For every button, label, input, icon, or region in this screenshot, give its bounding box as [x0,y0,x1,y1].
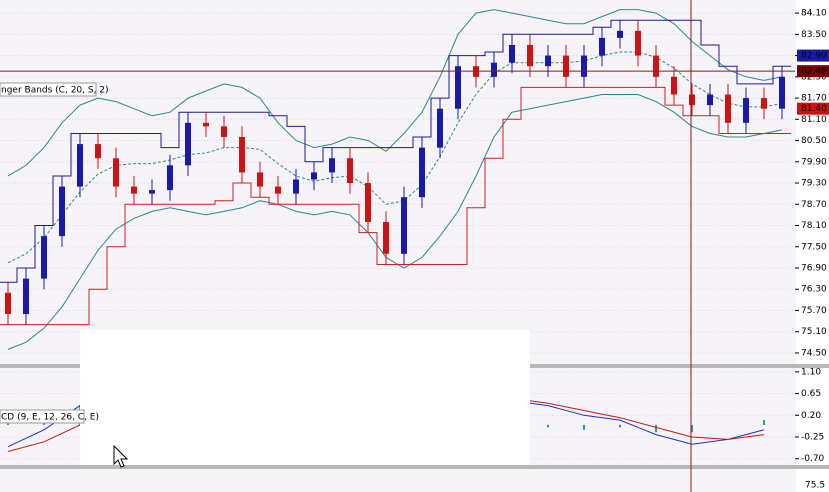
y-tick-label: -0.25 [801,433,824,443]
candle-body [779,76,785,109]
band-lower [7,94,783,350]
candle-body [437,108,443,148]
candle-body [311,172,317,180]
y-tick-label: 1.10 [801,367,821,377]
candle-body [725,94,731,123]
band-upper [7,9,783,177]
candle-body [509,44,515,63]
candle-body [329,158,335,173]
candle-body [455,66,461,109]
candle-body [257,172,263,187]
candle-body [743,98,749,123]
channel-line [0,86,791,326]
candle-body [527,44,533,67]
volume-tick-label: 75.5 [805,481,825,491]
candle-body [635,30,641,56]
overlay-panel [80,330,530,465]
candle-body [131,186,137,194]
candle-body [185,122,191,166]
y-tick-label: 77.50 [801,242,827,252]
y-tick-label: 78.70 [801,200,827,210]
candle-body [617,30,623,38]
mouse-cursor [113,444,129,468]
panel-separator [0,465,829,469]
price-tag-label: 81.40 [801,104,827,114]
price-tag [797,65,829,78]
candle-body [671,76,677,95]
y-tick-label: 75.70 [801,306,827,316]
y-tick-label: 81.10 [801,115,827,125]
candle-body [23,278,29,315]
candle-body [41,236,47,279]
candle-body [599,37,605,56]
y-tick-label: 79.90 [801,157,827,167]
y-tick-label: 83.50 [801,30,827,40]
y-tick-label: 80.50 [801,136,827,146]
price-tag [797,49,829,62]
indicator-label: nger Bands (C, 20, S, 2) [1,86,109,96]
y-tick-label: 78.10 [801,221,827,231]
y-tick-label: -0.70 [801,454,825,464]
candle-body [347,158,353,184]
y-tick-label: 0.20 [801,411,821,421]
y-tick-label: 74.50 [801,348,827,358]
candle-body [689,94,695,106]
candle-body [383,221,389,254]
candle-body [761,98,767,109]
candle-body [59,186,65,237]
candle-body [113,158,119,187]
candle-body [293,179,299,194]
candle-body [563,55,569,77]
candle-body [5,292,11,315]
candle-body [491,62,497,77]
y-tick-label: 0.65 [801,389,821,399]
price-tag [797,102,829,115]
channel-line [0,19,791,283]
indicator-label-box [0,409,85,424]
candle-body [167,165,173,191]
candle-body [365,183,371,222]
price-tag-label: 82.46 [801,67,827,77]
indicator-label-box [0,82,97,97]
y-tick-label: 76.30 [801,285,827,295]
candle-body [707,94,713,106]
axis-strip [796,0,829,492]
candle-body [77,144,83,187]
candle-body [221,126,227,138]
y-tick-label: 84.10 [801,9,827,19]
y-tick-label: 79.30 [801,179,827,189]
candle-body [203,122,209,127]
candle-body [581,55,587,77]
candle-body [401,197,407,254]
y-tick-label: 82.30 [801,72,827,82]
price-tag-label: 82.90 [801,51,827,61]
y-tick-label: 76.90 [801,263,827,273]
candle-body [95,144,101,159]
y-tick-label: 81.70 [801,94,827,104]
candle-body [239,137,245,173]
candle-body [419,147,425,198]
candle-body [275,186,281,194]
indicator-label: CD (9, E, 12, 26, C, E) [1,413,99,423]
candle-body [149,190,155,194]
candle-body [653,55,659,77]
y-tick-label: 75.10 [801,327,827,337]
candle-body [545,55,551,67]
